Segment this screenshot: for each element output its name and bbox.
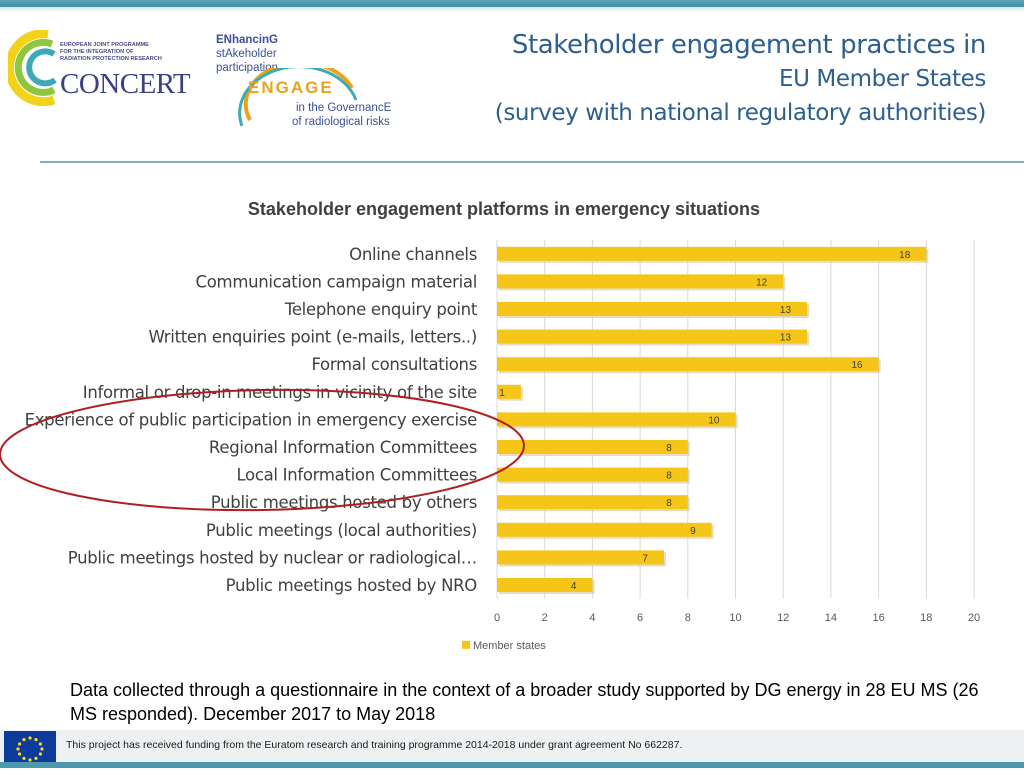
concert-small-line-3: RADIATION PROTECTION RESEARCH [60,56,162,62]
bar-value-label: 13 [780,305,792,316]
bar-value-label: 7 [642,553,648,564]
bar [497,384,521,399]
slide-title: Stakeholder engagement practices in EU M… [494,28,987,130]
bar [497,274,784,289]
category-label: Communication campaign material [196,272,477,291]
bar [497,495,688,510]
category-label: Written enquiries point (e-mails, letter… [149,328,477,347]
category-label: Formal consultations [311,355,477,374]
bar [497,357,879,372]
engage-line-3: participation [216,62,279,74]
engage-line-4: in the GovernancE [296,102,392,114]
category-label: Public meetings (local authorities) [206,521,477,540]
bar [497,522,712,537]
x-tick-label: 4 [589,612,595,624]
x-tick-label: 8 [685,612,691,624]
x-tick-label: 16 [872,612,884,624]
x-tick-label: 0 [494,612,500,624]
engage-logo: ENhancinG stAkeholder participation ENGA… [212,32,412,134]
category-label: Regional Information Committees [209,438,477,457]
x-tick-label: 20 [968,612,980,624]
bar [497,578,593,592]
highlight-ellipse [0,388,525,512]
x-tick-label: 12 [777,612,789,624]
bottom-accent-band [0,762,1024,768]
engage-word: ENGAGE [248,78,334,97]
bar [497,550,664,565]
category-label: Online channels [349,245,477,264]
x-tick-label: 14 [825,612,837,624]
bar-value-label: 8 [666,498,672,509]
funding-statement: This project has received funding from t… [66,739,683,751]
bar [497,329,808,344]
concert-name: CONCERT [60,68,191,100]
concert-small-line-2: FOR THE INTEGRATION OF [60,49,134,55]
engage-line-2: stAkeholder [216,48,277,60]
title-line-2: EU Member States [778,66,986,92]
bar-value-label: 13 [780,333,792,344]
bar-value-label: 12 [756,277,768,288]
bar-value-label: 16 [851,360,863,371]
x-tick-label: 18 [920,612,932,624]
bar-value-label: 10 [708,415,720,426]
category-label: Local Information Committees [236,466,477,485]
concert-swirl-icon [8,30,57,106]
category-label: Public meetings hosted by nuclear or rad… [68,548,477,567]
bar-value-label: 4 [571,581,577,592]
category-label: Public meetings hosted by NRO [226,576,478,595]
x-tick-label: 6 [637,612,643,624]
legend-swatch [462,640,470,649]
title-divider [40,161,1024,163]
data-source-note: Data collected through a questionnaire i… [70,680,979,724]
concert-small-line-1: EUROPEAN JOINT PROGRAMME [60,42,149,48]
footer-bar [0,730,1024,762]
x-tick-label: 2 [542,612,548,624]
bar [497,302,808,316]
engage-line-5: of radiological risks [292,116,390,128]
eu-flag-icon [4,731,56,766]
top-band-shade [0,7,1024,13]
category-label: Informal or drop-in meetings in vicinity… [83,383,477,402]
bar [497,440,688,454]
title-line-3: (survey with national regulatory authori… [494,100,987,126]
chart-title: Stakeholder engagement platforms in emer… [248,199,760,219]
bar-chart: Stakeholder engagement platforms in emer… [0,199,980,652]
title-line-1: Stakeholder engagement practices in [511,30,987,60]
bar [497,246,927,261]
bar-value-label: 8 [666,471,672,482]
bar-value-label: 1 [499,388,505,399]
engage-line-1: ENhancinG [216,34,278,46]
concert-logo: EUROPEAN JOINT PROGRAMME FOR THE INTEGRA… [8,30,208,106]
top-accent-band [0,0,1024,7]
category-label: Experience of public participation in em… [25,410,478,429]
legend-label: Member states [473,640,546,652]
bar-value-label: 9 [690,526,696,537]
bar-value-label: 8 [666,443,672,454]
bar [497,467,688,482]
bar-value-label: 18 [899,250,911,261]
bar [497,412,736,427]
category-label: Telephone enquiry point [284,300,478,319]
engage-arc-icon [238,68,358,127]
x-tick-label: 10 [729,612,741,624]
